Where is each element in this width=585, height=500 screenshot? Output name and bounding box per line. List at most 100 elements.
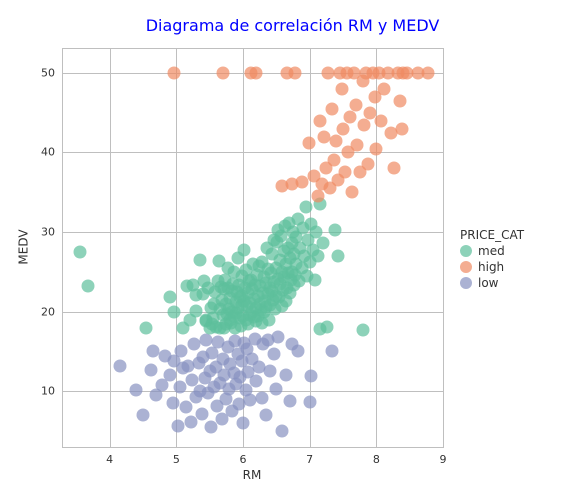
legend-marker-icon	[460, 245, 472, 257]
scatter-point-low	[145, 363, 158, 376]
scatter-point-low	[255, 392, 268, 405]
scatter-point-low	[195, 407, 208, 420]
scatter-point-low	[303, 396, 316, 409]
scatter-point-high	[303, 136, 316, 149]
legend-label: low	[478, 276, 499, 290]
scatter-point-high	[349, 98, 362, 111]
scatter-point-med	[321, 320, 334, 333]
x-tick: 4	[106, 453, 113, 466]
x-tick: 7	[306, 453, 313, 466]
scatter-point-high	[337, 122, 350, 135]
scatter-point-med	[317, 237, 330, 250]
x-tick: 5	[173, 453, 180, 466]
scatter-point-med	[331, 249, 344, 262]
scatter-point-high	[295, 175, 308, 188]
scatter-point-low	[271, 331, 284, 344]
scatter-point-high	[167, 66, 180, 79]
scatter-point-med	[163, 290, 176, 303]
scatter-point-high	[395, 122, 408, 135]
scatter-point-high	[335, 82, 348, 95]
y-tick: 40	[41, 146, 55, 159]
scatter-point-med	[140, 322, 153, 335]
scatter-point-low	[326, 344, 339, 357]
scatter-point-low	[137, 409, 150, 422]
scatter-point-low	[167, 397, 180, 410]
x-tick: 8	[373, 453, 380, 466]
scatter-point-med	[168, 305, 181, 318]
scatter-point-low	[283, 394, 296, 407]
scatter-point-low	[171, 420, 184, 433]
scatter-point-med	[312, 249, 325, 262]
legend-marker-icon	[460, 277, 472, 289]
gridline-vertical	[110, 49, 111, 447]
scatter-point-low	[200, 333, 213, 346]
scatter-point-low	[250, 374, 263, 387]
scatter-point-low	[279, 369, 292, 382]
legend-marker-icon	[460, 261, 472, 273]
scatter-point-high	[217, 66, 230, 79]
scatter-point-high	[375, 114, 388, 127]
chart-title: Diagrama de correlación RM y MEDV	[0, 16, 585, 35]
scatter-chart: Diagrama de correlación RM y MEDV MEDV 4…	[0, 0, 585, 500]
y-tick: 50	[41, 66, 55, 79]
legend-item-low: low	[460, 276, 524, 290]
scatter-point-high	[346, 186, 359, 199]
scatter-point-low	[113, 359, 126, 372]
scatter-point-high	[422, 66, 435, 79]
scatter-point-high	[339, 166, 352, 179]
scatter-point-high	[311, 190, 324, 203]
scatter-point-low	[263, 364, 276, 377]
scatter-point-high	[344, 110, 357, 123]
scatter-point-med	[237, 244, 250, 257]
scatter-point-high	[313, 114, 326, 127]
x-tick: 6	[240, 453, 247, 466]
legend-item-med: med	[460, 244, 524, 258]
scatter-point-high	[351, 138, 364, 151]
scatter-point-high	[358, 118, 371, 131]
scatter-point-med	[82, 280, 95, 293]
scatter-point-med	[299, 201, 312, 214]
scatter-point-high	[362, 158, 375, 171]
scatter-point-high	[387, 162, 400, 175]
scatter-point-high	[378, 82, 391, 95]
scatter-point-low	[175, 344, 188, 357]
scatter-point-med	[357, 323, 370, 336]
scatter-point-low	[305, 370, 318, 383]
scatter-point-low	[270, 382, 283, 395]
scatter-point-high	[370, 142, 383, 155]
gridline-horizontal	[63, 232, 443, 233]
scatter-point-high	[327, 154, 340, 167]
scatter-point-med	[329, 223, 342, 236]
scatter-point-high	[326, 102, 339, 115]
scatter-point-med	[309, 273, 322, 286]
legend: PRICE_CAT med high low	[460, 228, 524, 290]
scatter-point-high	[329, 134, 342, 147]
scatter-point-low	[173, 381, 186, 394]
scatter-point-low	[130, 383, 143, 396]
scatter-point-low	[259, 409, 272, 422]
scatter-point-high	[393, 94, 406, 107]
y-tick: 10	[41, 385, 55, 398]
scatter-point-med	[193, 253, 206, 266]
scatter-point-med	[74, 245, 87, 258]
scatter-point-low	[292, 345, 305, 358]
legend-title: PRICE_CAT	[460, 228, 524, 242]
legend-label: med	[478, 244, 505, 258]
scatter-point-high	[289, 66, 302, 79]
x-tick: 9	[440, 453, 447, 466]
scatter-point-low	[267, 347, 280, 360]
scatter-point-low	[243, 394, 256, 407]
gridline-vertical	[443, 49, 444, 447]
scatter-point-high	[250, 66, 263, 79]
scatter-point-low	[275, 425, 288, 438]
gridline-vertical	[376, 49, 377, 447]
plot-area: 4567891020304050	[62, 48, 444, 448]
y-axis-label: MEDV	[17, 229, 31, 264]
scatter-point-low	[179, 401, 192, 414]
y-tick: 20	[41, 305, 55, 318]
legend-item-high: high	[460, 260, 524, 274]
y-tick: 30	[41, 226, 55, 239]
scatter-point-low	[163, 368, 176, 381]
gridline-horizontal	[63, 391, 443, 392]
gridline-horizontal	[63, 152, 443, 153]
